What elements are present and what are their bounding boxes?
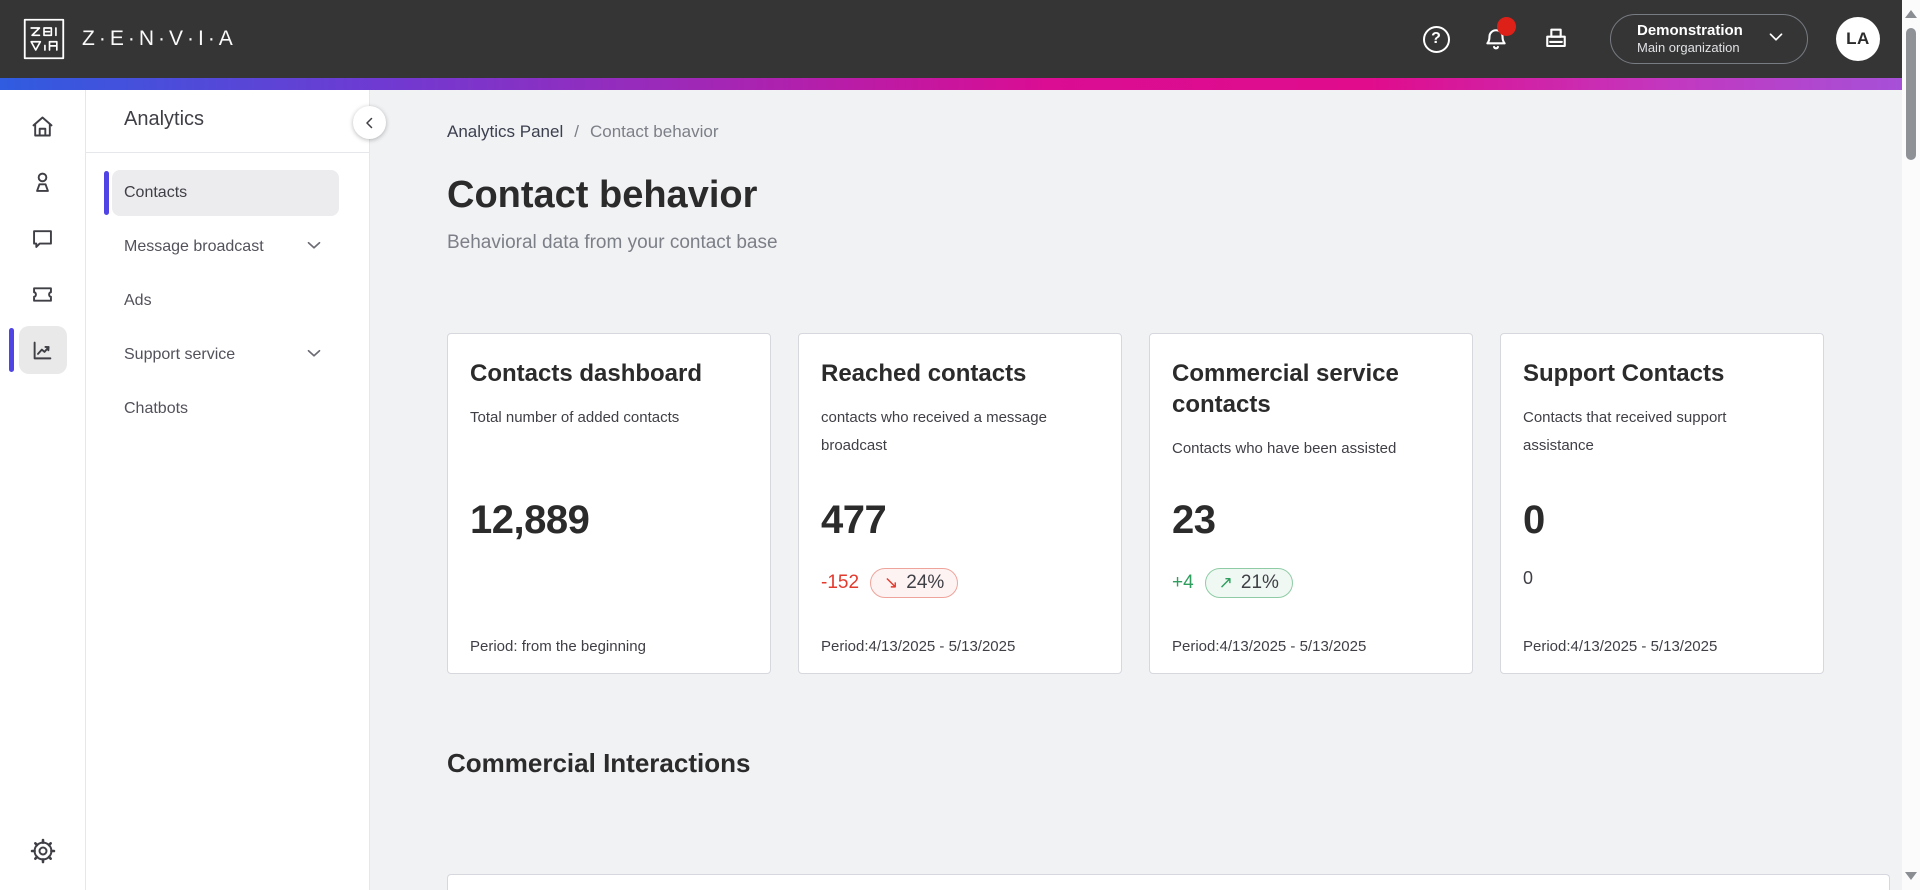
card-value: 0 <box>1523 498 1545 542</box>
card-description: Total number of added contacts <box>470 409 680 427</box>
organization-name: Demonstration <box>1637 21 1743 39</box>
kpi-cards-row: Contacts dashboard Total number of added… <box>447 333 1824 674</box>
delta-value: -152 <box>821 572 860 593</box>
breadcrumb-current: Contact behavior <box>589 122 719 141</box>
card-commercial-service-contacts: Commercial service contacts Contacts who… <box>1149 333 1473 674</box>
organization-switcher[interactable]: Demonstration Main organization <box>1610 14 1808 64</box>
person-icon <box>36 172 49 192</box>
user-avatar[interactable]: LA <box>1836 17 1880 61</box>
page-scrollbar[interactable] <box>1902 0 1920 890</box>
card-title: Reached contacts <box>821 360 1027 387</box>
notification-badge <box>1497 17 1516 36</box>
divider <box>86 152 369 153</box>
next-section-card-edge <box>447 874 1890 890</box>
chevron-down-icon <box>303 234 325 261</box>
help-button[interactable]: ? <box>1412 15 1460 63</box>
trend-down-icon: ↘ <box>884 573 899 592</box>
trend-badge: ↗ 21% <box>1204 568 1293 598</box>
card-value: 23 <box>1172 498 1216 542</box>
organization-subtitle: Main organization <box>1637 40 1740 56</box>
brand-wordmark: Z·E·N·V·I·A <box>82 27 237 50</box>
section-title: Commercial Interactions <box>447 748 751 778</box>
card-description: Contacts that received support assistanc… <box>1523 409 1727 455</box>
home-icon <box>32 116 53 136</box>
badge-percent: 24% <box>906 572 945 593</box>
card-period: Period:4/13/2025 - 5/13/2025 <box>821 638 1016 655</box>
rail-item-home[interactable] <box>19 102 67 150</box>
card-description: contacts who received a message broadcas… <box>821 409 1047 455</box>
rail-item-analytics[interactable] <box>8 326 67 374</box>
help-icon: ? <box>1422 25 1450 53</box>
top-header: Z·E·N·V·I·A ? Demonstration Main organiz… <box>0 0 1902 78</box>
breadcrumb-separator: / <box>574 122 579 141</box>
card-period: Period:4/13/2025 - 5/13/2025 <box>1523 638 1718 655</box>
sidebar-item-label: Ads <box>124 292 152 309</box>
trend-badge: ↘ 24% <box>870 568 959 598</box>
sidebar-item-contacts[interactable]: Contacts <box>104 170 339 216</box>
card-contacts-dashboard: Contacts dashboard Total number of added… <box>447 333 771 674</box>
bell-icon <box>1486 29 1506 50</box>
sidebar-item-label: Chatbots <box>124 400 189 417</box>
notifications-button[interactable] <box>1472 15 1520 63</box>
rail-item-contacts[interactable] <box>19 158 67 206</box>
rail-item-conversations[interactable] <box>19 214 67 262</box>
card-value: 477 <box>821 498 887 542</box>
card-reached-contacts: Reached contacts contacts who received a… <box>798 333 1122 674</box>
print-button[interactable] <box>1532 15 1580 63</box>
page-subtitle: Behavioral data from your contact base <box>447 232 778 253</box>
delta-value: 0 <box>1523 568 1534 588</box>
card-title: Contacts dashboard <box>470 360 703 387</box>
chat-bubble-icon <box>33 229 52 248</box>
chevron-left-icon <box>365 117 372 128</box>
scroll-down-arrow[interactable] <box>1905 872 1917 880</box>
analytics-sidebar: Analytics Contacts Message broadcast Ads <box>86 90 370 890</box>
sidebar-title: Analytics <box>124 108 205 130</box>
scrollbar-thumb[interactable] <box>1906 28 1916 160</box>
icon-rail <box>0 90 86 890</box>
sidebar-item-label: Message broadcast <box>124 238 264 255</box>
sidebar-item-message-broadcast[interactable]: Message broadcast <box>112 224 339 270</box>
card-description: Contacts who have been assisted <box>1172 440 1397 458</box>
sidebar-item-label: Support service <box>124 346 236 363</box>
badge-percent: 21% <box>1240 572 1279 593</box>
sidebar-item-chatbots[interactable]: Chatbots <box>112 386 339 432</box>
zenvia-logo-icon <box>22 17 66 61</box>
breadcrumb-parent-link[interactable]: Analytics Panel <box>447 122 564 141</box>
card-period: Period:4/13/2025 - 5/13/2025 <box>1172 638 1367 655</box>
selected-indicator <box>8 328 14 372</box>
gear-icon <box>30 838 55 864</box>
breadcrumb: Analytics Panel / Contact behavior <box>447 122 719 142</box>
brand-gradient-bar <box>0 78 1902 90</box>
delta-value: +4 <box>1172 572 1194 593</box>
rail-item-ticket[interactable] <box>19 270 67 318</box>
line-chart-icon <box>33 341 52 359</box>
chevron-down-icon <box>1765 26 1787 53</box>
sidebar-collapse-button[interactable] <box>353 106 386 139</box>
main-content: Analytics Panel / Contact behavior Conta… <box>370 90 1902 890</box>
card-period: Period: from the beginning <box>470 638 646 655</box>
scroll-up-arrow[interactable] <box>1905 10 1917 18</box>
chevron-down-icon <box>303 342 325 369</box>
card-value: 12,889 <box>470 498 590 542</box>
ticket-icon <box>33 286 52 302</box>
card-title: Support Contacts <box>1523 360 1725 387</box>
page-title: Contact behavior <box>447 174 758 216</box>
sidebar-item-label: Contacts <box>124 184 188 201</box>
card-support-contacts: Support Contacts Contacts that received … <box>1500 333 1824 674</box>
trend-up-icon: ↗ <box>1218 573 1233 592</box>
printer-icon <box>1546 28 1566 48</box>
sidebar-item-support-service[interactable]: Support service <box>112 332 339 378</box>
sidebar-item-ads[interactable]: Ads <box>112 278 339 324</box>
rail-item-settings[interactable] <box>19 827 67 875</box>
selected-indicator <box>104 171 109 215</box>
card-title: Commercial service contacts <box>1172 360 1399 419</box>
